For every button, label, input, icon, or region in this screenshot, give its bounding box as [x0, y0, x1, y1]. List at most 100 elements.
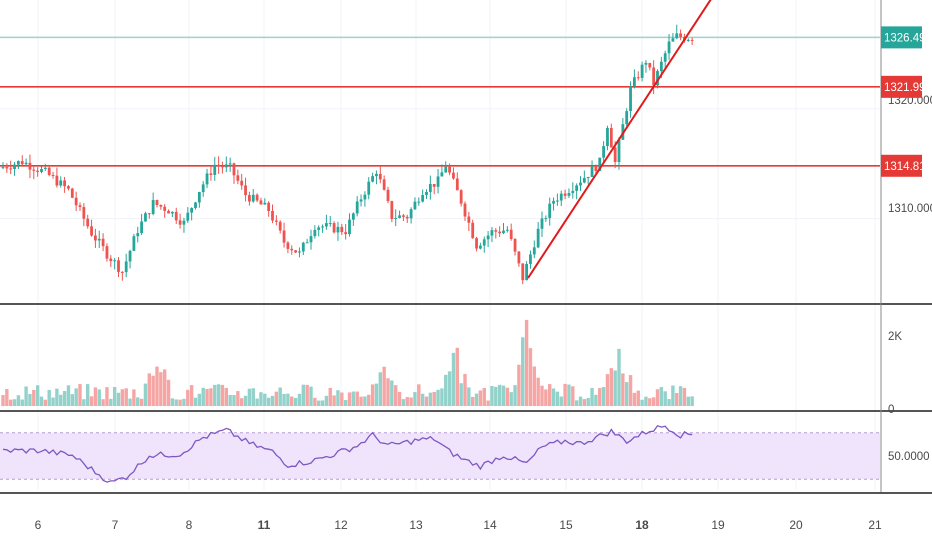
- candle: [559, 190, 563, 207]
- volume-bar: [532, 366, 536, 406]
- candle: [382, 175, 386, 191]
- candle: [640, 61, 644, 82]
- candle: [452, 167, 455, 180]
- volume-bar: [651, 397, 656, 406]
- volume-bar: [16, 395, 21, 406]
- candle: [317, 225, 321, 237]
- volume-bar: [540, 385, 544, 406]
- candle: [124, 253, 128, 278]
- price-tag-label: 1326.499: [884, 32, 932, 44]
- candle: [248, 191, 251, 206]
- volume-bar: [182, 398, 186, 406]
- volume-bar: [220, 384, 225, 406]
- rsi-polyline: [2, 425, 693, 483]
- volume-bar: [340, 392, 344, 406]
- volume-bar: [663, 391, 667, 406]
- volume-bar: [628, 375, 633, 406]
- price-tag-label: 1321.997: [884, 82, 932, 94]
- volume-bar: [390, 380, 394, 406]
- volume-bar: [105, 387, 109, 406]
- volume-bar: [320, 400, 325, 406]
- candle: [224, 156, 228, 173]
- candle: [490, 227, 494, 243]
- candle: [571, 182, 575, 199]
- candle: [151, 192, 155, 216]
- volume-bar: [686, 396, 690, 406]
- date-label: 21: [868, 518, 882, 532]
- candle: [625, 108, 629, 129]
- candle: [240, 173, 244, 190]
- trendline[interactable]: [527, 0, 722, 279]
- candle: [517, 251, 521, 267]
- volume-bar: [89, 396, 94, 406]
- volume-bar: [93, 387, 98, 406]
- candle: [78, 202, 82, 211]
- rsi-axis[interactable]: 50.0000: [888, 451, 930, 463]
- time-axis[interactable]: 6 7 8 11 12 13 14 15 18 19 20 21: [35, 518, 882, 532]
- candle: [244, 177, 247, 202]
- volume-bar: [20, 399, 24, 406]
- volume-bar: [374, 383, 379, 406]
- candle: [440, 164, 444, 177]
- volume-bar: [59, 394, 63, 406]
- candle: [394, 209, 398, 227]
- trendline-segment: [527, 0, 712, 279]
- candle: [505, 226, 509, 233]
- volume-bar: [648, 398, 652, 406]
- candle: [648, 62, 652, 71]
- volume-bar: [243, 395, 248, 406]
- volume-bar: [655, 389, 660, 406]
- candle: [590, 160, 594, 178]
- candle: [201, 181, 205, 197]
- candle: [667, 34, 671, 60]
- candle: [436, 168, 440, 194]
- candle: [663, 50, 667, 69]
- candle: [55, 167, 59, 188]
- volume-bar: [305, 384, 309, 406]
- volume-tick-label: 0: [888, 404, 894, 416]
- volume-bar: [112, 387, 117, 406]
- candle: [544, 215, 548, 222]
- candle: [67, 184, 70, 191]
- volume-bar: [286, 393, 290, 406]
- volume-bar: [224, 387, 228, 406]
- candle: [402, 213, 405, 222]
- volume-bar: [609, 368, 613, 406]
- candle: [467, 211, 471, 232]
- volume-bar: [309, 386, 313, 406]
- candle: [263, 198, 267, 205]
- candle: [86, 214, 90, 229]
- volume-bar: [555, 391, 560, 406]
- volume-bar: [463, 373, 467, 406]
- candle: [529, 250, 532, 269]
- candle: [536, 222, 540, 249]
- volume-bar: [74, 388, 78, 406]
- rsi-band: [0, 432, 880, 480]
- volume-bar: [120, 389, 125, 406]
- candle: [32, 165, 36, 180]
- volume-bar: [143, 383, 148, 406]
- candle: [336, 221, 340, 241]
- volume-bar: [490, 386, 494, 406]
- candle: [286, 241, 290, 254]
- volume-bar: [313, 397, 317, 406]
- volume-bar: [544, 389, 548, 406]
- volume-bar: [213, 384, 217, 406]
- candle: [13, 162, 16, 176]
- candle: [582, 170, 586, 184]
- candle: [82, 203, 86, 227]
- candle: [205, 168, 209, 189]
- candle: [251, 188, 255, 203]
- candle: [633, 69, 636, 89]
- candle: [28, 154, 32, 179]
- candle: [171, 211, 174, 218]
- volume-bar: [409, 397, 413, 406]
- candle: [255, 193, 259, 203]
- candle: [656, 69, 659, 89]
- volume-bar: [62, 390, 67, 406]
- candle: [282, 222, 286, 248]
- candle: [671, 33, 675, 42]
- volume-axis[interactable]: 2K 0: [888, 331, 902, 416]
- pane-separators[interactable]: [0, 303, 932, 494]
- candle: [259, 197, 263, 205]
